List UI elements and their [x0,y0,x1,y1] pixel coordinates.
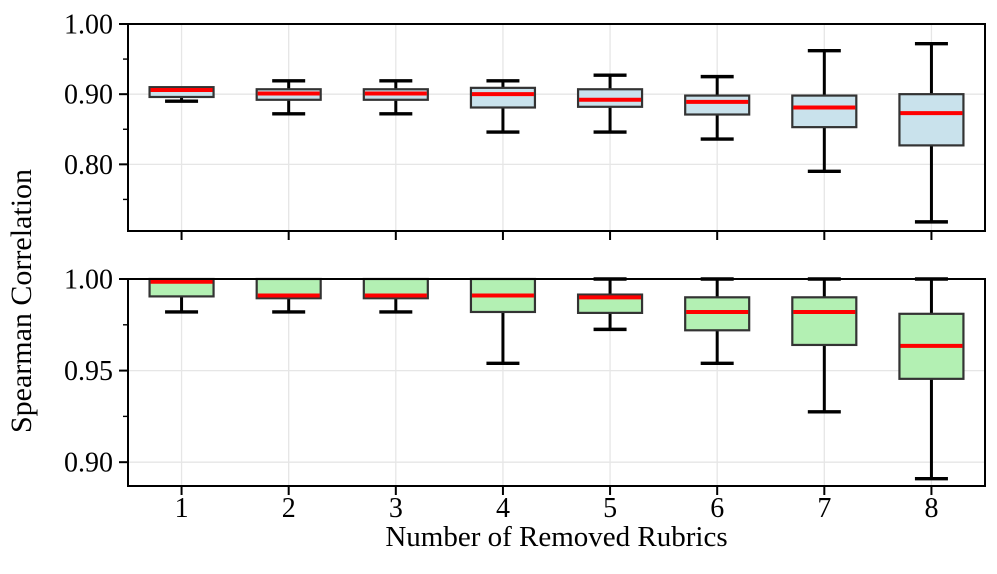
top-panel: 1.00 0.90 0.80 [64,10,986,240]
box-top-panel-rubric-4 [469,79,537,134]
box-bottom-panel-rubric-7 [791,277,858,414]
box-top-panel-rubric-6 [684,74,751,141]
box-top-panel-rubric-8 [898,41,965,224]
x-tick-label: 4 [496,493,510,524]
x-tick-label: 7 [817,493,831,524]
box-top-panel-rubric-7 [791,48,858,174]
box-rect [469,86,537,109]
x-tick-label: 1 [175,493,189,524]
y-tick-label: 1.00 [64,10,113,41]
box-bottom-panel-rubric-4 [469,277,537,365]
y-tick-label: 0.80 [64,150,113,181]
box-top-panel-rubric-2 [255,79,322,116]
x-tick-label: 2 [282,493,296,524]
box-rect [791,94,858,129]
bottom-panel: 1.00 0.95 0.90 1 2 3 4 5 6 7 8 [64,265,986,524]
x-axis-label: Number of Removed Rubrics [385,521,728,553]
x-tick-label: 5 [603,493,617,524]
axes-spines [127,278,986,487]
box-rect [684,94,751,116]
y-tick-label: 1.00 [64,265,113,296]
x-tick-label: 3 [389,493,403,524]
box-bottom-panel-rubric-8 [898,277,965,481]
y-tick-label: 0.95 [64,356,113,387]
y-axis-label: Spearman Correlation [5,168,38,434]
box-bottom-panel-rubric-3 [362,277,429,314]
box-rect [148,86,215,99]
axes-spines [127,23,986,232]
y-tick-label: 0.90 [64,448,113,479]
box-top-panel-rubric-3 [362,79,429,116]
x-tick-label: 6 [710,493,724,524]
box-top-panel-rubric-5 [576,73,644,134]
box-rect [898,93,965,147]
box-rect [791,296,858,347]
box-top-panel-rubric-1 [148,86,215,103]
x-tick-label: 8 [924,493,938,524]
y-tick-label: 0.90 [64,80,113,111]
